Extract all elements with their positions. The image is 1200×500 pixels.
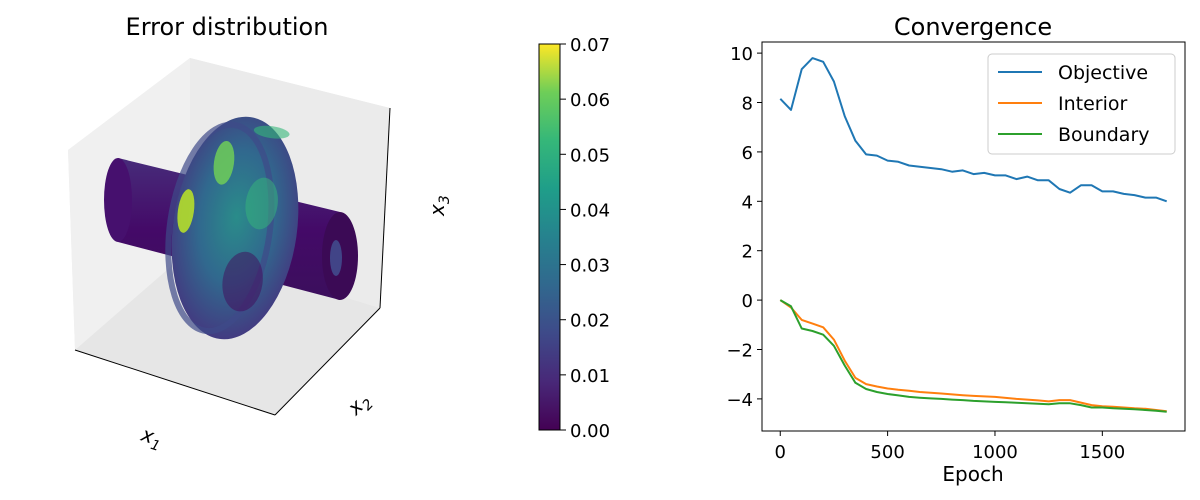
y-tick-label: 6 <box>742 143 753 164</box>
x-tick-label: 1000 <box>972 442 1018 463</box>
colorbar-gradient <box>538 43 561 431</box>
cold-spot-lower <box>222 251 263 312</box>
colorbar: 0.00 0.01 0.02 0.03 0.04 0.05 0.06 0.07 <box>538 35 610 442</box>
y-tick-label: −4 <box>726 390 753 411</box>
x-axis-label: Epoch <box>942 462 1003 486</box>
y-tick-label: 8 <box>742 94 753 115</box>
series-lines <box>779 57 1168 413</box>
y-tick-label: 2 <box>742 242 753 263</box>
x-tick-label: 0 <box>775 442 786 463</box>
series-line-boundary <box>779 299 1167 413</box>
colorbar-tick-label: 0.05 <box>570 145 610 166</box>
hot-spot-rim <box>253 125 290 139</box>
plot-frame <box>761 41 1186 432</box>
x-ticks: 0 500 1000 1500 <box>775 431 1125 463</box>
y-ticks: −4 −2 0 2 4 6 8 10 <box>726 44 762 411</box>
colorbar-tick-label: 0.06 <box>570 90 610 111</box>
legend-items: Objective Interior Boundary <box>998 62 1150 146</box>
disc-rim <box>165 121 275 335</box>
cylinder-left-cap <box>104 158 132 242</box>
x3-axis-line <box>379 107 391 309</box>
cylinder-hole <box>330 240 342 276</box>
error-surface <box>104 116 358 340</box>
colorbar-tick-label: 0.00 <box>570 421 610 442</box>
colorbar-tick-label: 0.07 <box>570 35 610 56</box>
error-distribution-panel: Error distribution <box>68 13 453 455</box>
legend: Objective Interior Boundary <box>987 53 1176 155</box>
convergence-title: Convergence <box>894 13 1052 41</box>
y-tick-label: 4 <box>742 192 753 213</box>
x1-axis-label: x1 <box>136 422 165 455</box>
error-distribution-title: Error distribution <box>126 13 329 41</box>
series-line-interior <box>779 299 1167 413</box>
x2-axis-line <box>274 307 381 416</box>
y-tick-label: 10 <box>730 44 753 65</box>
y-tick-label: 0 <box>742 291 753 312</box>
legend-box <box>987 53 1176 155</box>
y-tick-label: −2 <box>726 340 753 361</box>
hot-spot-left <box>177 189 195 233</box>
colorbar-tick-label: 0.02 <box>570 311 610 332</box>
legend-label-boundary: Boundary <box>1058 124 1150 146</box>
legend-label-objective: Objective <box>1058 62 1148 84</box>
x1-axis-line <box>74 349 276 416</box>
colorbar-tick-label: 0.04 <box>570 200 610 221</box>
disc <box>165 116 299 340</box>
hot-spot-center <box>245 177 278 230</box>
hot-spot-top <box>213 140 235 185</box>
colorbar-tick-label: 0.01 <box>570 366 610 387</box>
convergence-panel: Convergence 0 500 1000 1500 −4 −2 0 2 4 6 8 10 Epo… <box>726 13 1186 486</box>
series-line-objective <box>779 57 1168 203</box>
x-tick-label: 1500 <box>1079 442 1125 463</box>
legend-label-interior: Interior <box>1058 93 1127 115</box>
colorbar-ticks: 0.00 0.01 0.02 0.03 0.04 0.05 0.06 0.07 <box>560 35 610 442</box>
x3-axis-label: x3 <box>425 195 453 217</box>
colorbar-tick-label: 0.03 <box>570 256 610 277</box>
x2-axis-label: x2 <box>342 388 377 423</box>
x-tick-label: 500 <box>870 442 904 463</box>
